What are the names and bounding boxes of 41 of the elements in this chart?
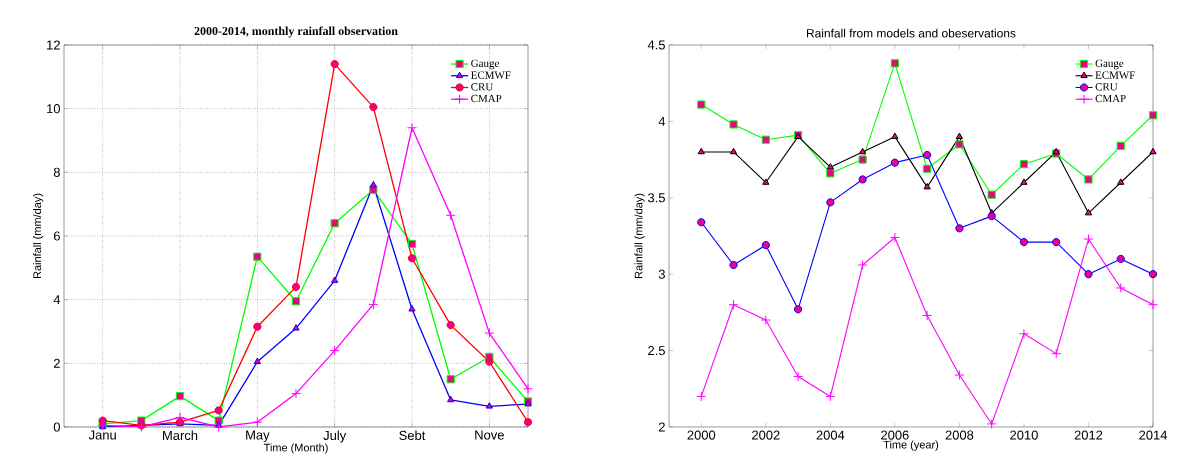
chart-title: 2000-2014, monthly rainfall observation [194, 26, 398, 38]
x-tick-label: May [246, 430, 270, 443]
x-tick-label: Nove [475, 430, 504, 440]
x-tick-label: 2004 [816, 430, 845, 440]
y-tick-label: 12 [47, 40, 60, 50]
y-tick-label: 2 [53, 358, 60, 368]
legend-label: ECMWF [471, 71, 511, 79]
y-tick-label: 0 [53, 422, 60, 432]
x-tick-label: 2006 [881, 430, 909, 440]
legend-label: CMAP [1095, 94, 1126, 103]
y-tick-label: 4 [53, 295, 61, 305]
x-tick-label: Sebt [399, 430, 426, 441]
y-tick-label: 8 [53, 167, 60, 177]
y-tick-label: 3.5 [647, 193, 665, 203]
legend-label: Gauge [1095, 59, 1124, 70]
x-axis-title: Time (year) [883, 440, 939, 451]
x-tick-label: Janu [88, 430, 116, 440]
chart-title: Rainfall from models and obeservations [807, 28, 1016, 38]
y-axis-title: Rainfall (mm/day) [33, 193, 44, 279]
legend-label: CRU [1095, 83, 1118, 91]
y-tick-label: 6 [53, 231, 60, 241]
x-tick-label: 2014 [1139, 430, 1168, 440]
x-tick-label: 2010 [1010, 430, 1038, 440]
y-tick-label: 10 [47, 104, 60, 114]
x-tick-label: 2008 [945, 430, 974, 440]
legend-label: Gauge [471, 59, 499, 70]
x-tick-label: 2000 [687, 430, 716, 440]
legend-label: ECMWF [1095, 71, 1135, 79]
x-tick-label: 2012 [1074, 430, 1103, 440]
y-tick-label: 2 [658, 422, 665, 432]
y-tick-label: 4.5 [647, 40, 665, 50]
y-tick-label: 2.5 [648, 346, 665, 356]
legend-label: CMAP [471, 94, 502, 103]
y-tick-label: 4 [658, 116, 666, 126]
legend-label: CRU [471, 83, 494, 91]
x-tick-label: 2002 [752, 430, 780, 440]
x-tick-label: March [163, 430, 198, 441]
y-axis-title: Rainfall (mm/day) [634, 193, 645, 279]
x-axis-title: Time (Month) [263, 443, 328, 454]
y-tick-label: 3 [658, 269, 665, 279]
x-tick-label: July [323, 430, 347, 443]
